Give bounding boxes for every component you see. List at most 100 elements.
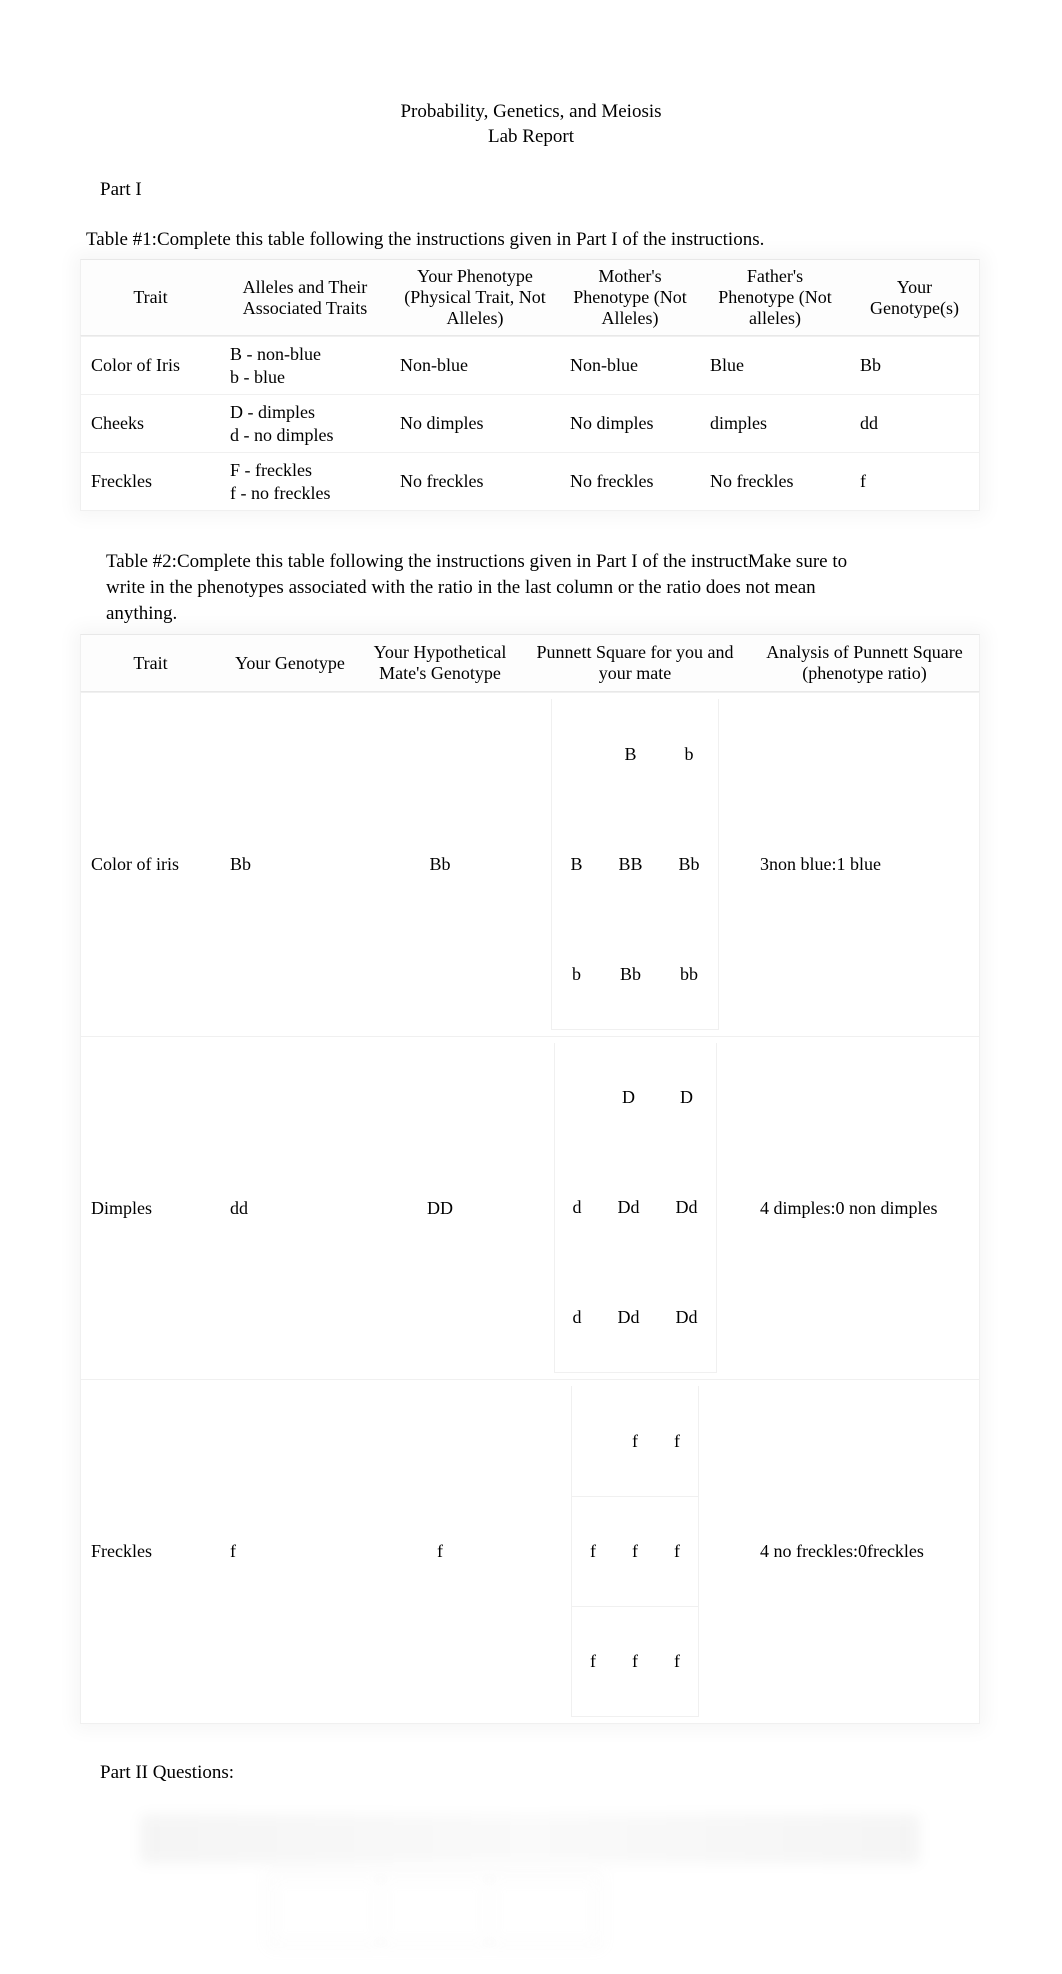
allele-a: B - non-blue	[230, 343, 380, 366]
t1-trait: Cheeks	[80, 394, 220, 452]
punnett-c12: Bb	[661, 809, 719, 919]
t1-h1: Alleles and Their Associated Traits	[220, 259, 390, 336]
table-row: Freckles F - freckles f - no freckles No…	[80, 452, 980, 511]
t1-mother: No freckles	[560, 452, 700, 511]
punnett-top2: f	[656, 1386, 699, 1496]
t2-trait: Freckles	[80, 1379, 220, 1724]
blurred-content	[140, 1814, 920, 1974]
blurred-box	[270, 1876, 600, 1946]
allele-b: b - blue	[230, 366, 380, 389]
punnett-left1: f	[572, 1496, 615, 1606]
punnett-top2: D	[658, 1043, 717, 1153]
t2-your: f	[220, 1379, 360, 1724]
punnett-square: f f f f f f f f	[571, 1386, 699, 1717]
table-1-header-row: Trait Alleles and Their Associated Trait…	[80, 259, 980, 336]
allele-a: F - freckles	[230, 459, 380, 482]
t2-analysis: 4 dimples:0 non dimples	[750, 1036, 980, 1380]
t2-h3: Punnett Square for you and your mate	[520, 634, 750, 692]
t2-punnett: f f f f f f f f	[520, 1379, 750, 1724]
t1-h5: Your Genotype(s)	[850, 259, 980, 336]
t1-father: dimples	[700, 394, 850, 452]
t1-h0: Trait	[80, 259, 220, 336]
t2-punnett: B b B BB Bb b Bb bb	[520, 692, 750, 1036]
t2-punnett: D D d Dd Dd d Dd Dd	[520, 1036, 750, 1380]
t1-h2: Your Phenotype (Physical Trait, Not Alle…	[390, 259, 560, 336]
punnett-top1: f	[614, 1386, 656, 1496]
part1-label: Part I	[100, 179, 982, 201]
punnett-left1: B	[552, 809, 601, 919]
t2-mate: f	[360, 1379, 520, 1724]
punnett-left2: f	[572, 1606, 615, 1716]
allele-b: f - no freckles	[230, 482, 380, 505]
t1-h4: Father's Phenotype (Not alleles)	[700, 259, 850, 336]
t2-h2: Your Hypothetical Mate's Genotype	[360, 634, 520, 692]
t2-mate: DD	[360, 1036, 520, 1380]
t1-father: Blue	[700, 336, 850, 394]
t2-mate: Bb	[360, 692, 520, 1036]
blurred-line	[140, 1814, 920, 1864]
allele-b: d - no dimples	[230, 424, 380, 447]
punnett-top2: b	[661, 699, 719, 809]
title-line-1: Probability, Genetics, and Meiosis	[80, 100, 982, 125]
t1-mother: No dimples	[560, 394, 700, 452]
table-2: Trait Your Genotype Your Hypothetical Ma…	[80, 634, 980, 1724]
t1-trait: Freckles	[80, 452, 220, 511]
table-1: Trait Alleles and Their Associated Trait…	[80, 259, 980, 511]
t1-your: Non-blue	[390, 336, 560, 394]
punnett-square: B b B BB Bb b Bb bb	[551, 699, 718, 1030]
table-row: Color of iris Bb Bb B b B BB Bb	[80, 692, 980, 1036]
table-row: Cheeks D - dimples d - no dimples No dim…	[80, 394, 980, 452]
punnett-blank	[572, 1386, 615, 1496]
t2-your: Bb	[220, 692, 360, 1036]
t1-alleles: F - freckles f - no freckles	[220, 452, 390, 511]
punnett-c11: BB	[600, 809, 660, 919]
table-row: Dimples dd DD D D d Dd Dd	[80, 1036, 980, 1380]
t1-geno: dd	[850, 394, 980, 452]
punnett-c11: Dd	[600, 1153, 658, 1263]
punnett-c22: bb	[661, 919, 719, 1029]
punnett-c21: Dd	[600, 1263, 658, 1373]
t1-h3: Mother's Phenotype (Not Alleles)	[560, 259, 700, 336]
t1-mother: Non-blue	[560, 336, 700, 394]
t2-analysis: 4 no freckles:0freckles	[750, 1379, 980, 1724]
punnett-square: D D d Dd Dd d Dd Dd	[554, 1043, 717, 1374]
punnett-left2: d	[554, 1263, 600, 1373]
punnett-c12: f	[656, 1496, 699, 1606]
punnett-c11: f	[614, 1496, 656, 1606]
allele-a: D - dimples	[230, 401, 380, 424]
table2-caption: Table #2:Complete this table following t…	[106, 549, 886, 626]
t2-h4: Analysis of Punnett Square (phenotype ra…	[750, 634, 980, 692]
punnett-c22: f	[656, 1606, 699, 1716]
t1-alleles: D - dimples d - no dimples	[220, 394, 390, 452]
table-2-header-row: Trait Your Genotype Your Hypothetical Ma…	[80, 634, 980, 692]
title-line-2: Lab Report	[80, 125, 982, 150]
punnett-c22: Dd	[658, 1263, 717, 1373]
t1-geno: f	[850, 452, 980, 511]
punnett-c21: f	[614, 1606, 656, 1716]
t2-trait: Dimples	[80, 1036, 220, 1380]
t1-father: No freckles	[700, 452, 850, 511]
blurred-cell	[381, 1877, 491, 1945]
punnett-blank	[554, 1043, 600, 1153]
title-block: Probability, Genetics, and Meiosis Lab R…	[80, 100, 982, 149]
punnett-left1: d	[554, 1153, 600, 1263]
part2-label: Part II Questions:	[100, 1762, 982, 1784]
page: Probability, Genetics, and Meiosis Lab R…	[0, 0, 1062, 1974]
t2-trait: Color of iris	[80, 692, 220, 1036]
punnett-top1: B	[600, 699, 660, 809]
punnett-c21: Bb	[600, 919, 660, 1029]
punnett-blank	[552, 699, 601, 809]
t1-trait: Color of Iris	[80, 336, 220, 394]
table-row: Freckles f f f f f f f	[80, 1379, 980, 1724]
t2-your: dd	[220, 1036, 360, 1380]
table1-caption: Table #1:Complete this table following t…	[86, 229, 982, 251]
punnett-left2: b	[552, 919, 601, 1029]
blurred-cell	[490, 1877, 599, 1945]
t1-geno: Bb	[850, 336, 980, 394]
punnett-top1: D	[600, 1043, 658, 1153]
punnett-c12: Dd	[658, 1153, 717, 1263]
blurred-cell	[271, 1877, 381, 1945]
table-row: Color of Iris B - non-blue b - blue Non-…	[80, 336, 980, 394]
t1-your: No freckles	[390, 452, 560, 511]
t1-your: No dimples	[390, 394, 560, 452]
